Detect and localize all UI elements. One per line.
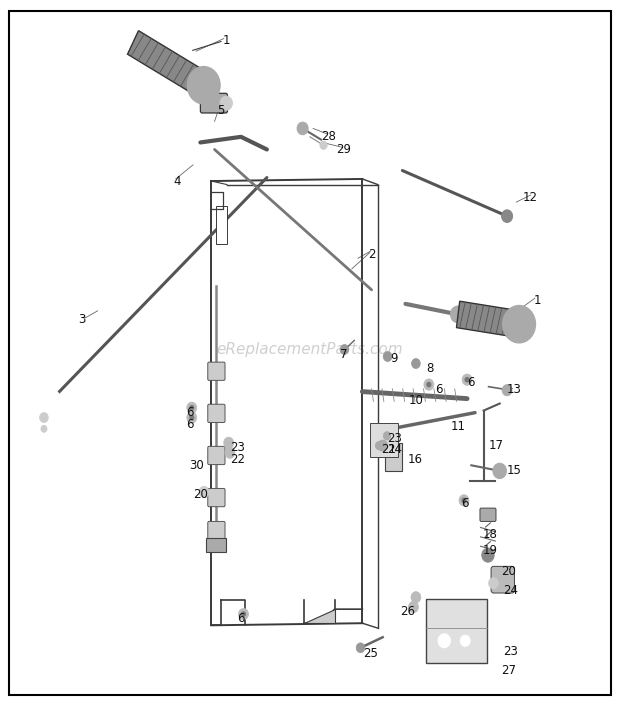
Text: 13: 13 [507,383,522,396]
Circle shape [462,374,472,385]
Circle shape [503,306,536,343]
Text: 6: 6 [186,406,193,419]
Text: 21: 21 [381,443,396,456]
Circle shape [438,634,450,648]
Text: 20: 20 [501,566,516,578]
Text: 8: 8 [427,362,434,375]
Circle shape [356,643,365,652]
Text: 11: 11 [450,420,465,433]
Text: 6: 6 [436,383,443,396]
FancyBboxPatch shape [208,405,225,422]
Circle shape [493,463,507,479]
Circle shape [378,440,388,451]
Text: eReplacementParts.com: eReplacementParts.com [216,342,404,357]
Text: 17: 17 [489,439,503,452]
Circle shape [239,609,249,620]
Polygon shape [128,30,209,97]
FancyBboxPatch shape [200,93,228,113]
FancyBboxPatch shape [491,566,515,593]
Text: 12: 12 [523,191,538,204]
Text: 9: 9 [391,352,398,365]
Circle shape [220,96,232,110]
Text: 23: 23 [503,645,518,658]
Circle shape [340,345,349,354]
Text: 20: 20 [193,489,208,501]
Circle shape [187,412,197,423]
Text: 18: 18 [482,527,497,541]
Circle shape [242,612,246,616]
Circle shape [190,415,193,419]
Circle shape [502,210,513,222]
Text: 24: 24 [503,584,518,597]
Circle shape [225,447,235,458]
Text: 1: 1 [534,294,542,307]
Text: 29: 29 [337,143,352,156]
Text: 23: 23 [388,432,402,445]
Circle shape [199,486,209,498]
Circle shape [482,548,494,562]
Circle shape [40,412,48,422]
Bar [385,443,402,471]
Circle shape [383,431,391,440]
FancyBboxPatch shape [208,362,225,381]
Text: 6: 6 [186,418,193,431]
Text: 22: 22 [230,453,245,466]
Circle shape [462,498,466,503]
Circle shape [320,141,327,150]
Text: 5: 5 [217,104,224,117]
Circle shape [297,122,308,135]
FancyBboxPatch shape [208,446,225,465]
Text: 16: 16 [407,453,422,466]
Circle shape [187,66,220,104]
Circle shape [427,383,431,387]
Text: 23: 23 [230,441,245,454]
Text: 25: 25 [363,647,378,660]
Text: 19: 19 [482,544,497,558]
Text: 26: 26 [400,605,415,618]
Polygon shape [456,301,521,337]
Circle shape [465,378,469,382]
Bar [216,205,228,244]
Text: 6: 6 [461,498,469,510]
Circle shape [450,306,465,323]
Text: 28: 28 [321,131,336,143]
FancyBboxPatch shape [208,522,225,539]
Bar [370,423,398,457]
Text: 4: 4 [174,174,181,188]
Circle shape [224,437,234,448]
Circle shape [383,352,392,361]
Circle shape [190,406,193,410]
Text: 7: 7 [340,348,348,361]
Circle shape [409,602,419,613]
FancyBboxPatch shape [208,489,225,507]
Circle shape [489,578,498,589]
Text: 15: 15 [507,465,522,477]
Circle shape [411,592,421,603]
Circle shape [459,495,469,506]
Text: 27: 27 [501,664,516,677]
Circle shape [412,359,420,369]
Text: 3: 3 [79,313,86,325]
Bar [426,599,487,663]
Text: 30: 30 [188,459,203,472]
Text: 6: 6 [237,612,245,625]
Text: 6: 6 [467,376,475,389]
Circle shape [460,635,470,647]
Circle shape [41,425,47,432]
Text: 24: 24 [388,443,402,456]
Circle shape [375,441,383,450]
FancyBboxPatch shape [480,508,496,522]
Text: 2: 2 [368,249,375,261]
Circle shape [45,390,60,407]
FancyBboxPatch shape [206,537,226,551]
Text: 10: 10 [409,394,423,407]
Circle shape [187,402,197,413]
Circle shape [424,379,434,390]
Circle shape [502,385,512,396]
Polygon shape [304,609,335,623]
Text: 1: 1 [223,34,231,47]
